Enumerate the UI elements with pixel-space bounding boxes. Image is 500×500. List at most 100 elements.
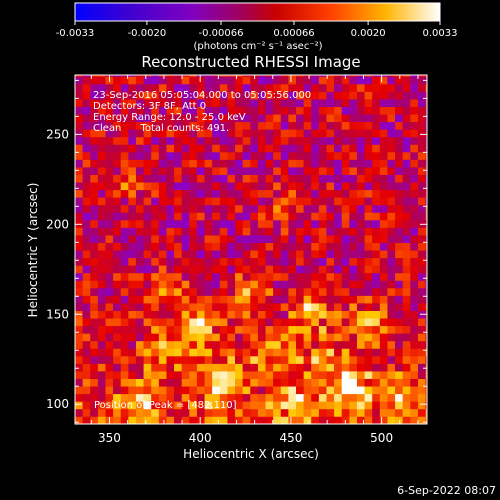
heatmap-cell	[425, 371, 427, 379]
heatmap-cell	[311, 204, 320, 213]
heatmap-cell	[196, 408, 205, 417]
heatmap-cell	[75, 265, 83, 274]
heatmap-cell	[410, 272, 419, 281]
heatmap-cell	[395, 167, 403, 175]
heatmap-cell	[387, 378, 396, 387]
heatmap-cell	[242, 303, 251, 311]
heatmap-cell	[128, 393, 137, 402]
heatmap-cell	[273, 250, 282, 259]
heatmap-cell	[242, 348, 251, 357]
heatmap-cell	[395, 318, 403, 327]
heatmap-cell	[82, 114, 91, 123]
heatmap-cell	[273, 152, 282, 160]
heatmap-cell	[349, 197, 358, 206]
heatmap-cell	[196, 197, 205, 206]
heatmap-cell	[174, 197, 182, 206]
heatmap-cell	[288, 114, 297, 123]
heatmap-cell	[204, 129, 213, 138]
heatmap-cell	[120, 378, 129, 387]
heatmap-cell	[395, 295, 403, 304]
heatmap-cell	[341, 129, 350, 138]
heatmap-cell	[128, 257, 137, 266]
heatmap-cell	[135, 386, 144, 395]
heatmap-cell	[242, 121, 251, 130]
heatmap-cell	[341, 371, 350, 379]
heatmap-cell	[120, 204, 129, 213]
heatmap-cell	[372, 121, 381, 130]
heatmap-cell	[326, 99, 335, 107]
heatmap-cell	[90, 197, 99, 206]
heatmap-cell	[334, 121, 343, 130]
heatmap-cell	[402, 325, 411, 334]
heatmap-cell	[82, 129, 91, 138]
heatmap-cell	[212, 212, 221, 221]
heatmap-cell	[204, 121, 213, 130]
heatmap-cell	[113, 393, 122, 402]
heatmap-cell	[402, 318, 411, 327]
heatmap-cell	[379, 363, 388, 372]
heatmap-cell	[364, 182, 373, 191]
heatmap-cell	[425, 121, 427, 130]
heatmap-cell	[166, 114, 175, 123]
heatmap-cell	[387, 257, 396, 266]
heatmap-cell	[280, 212, 289, 221]
heatmap-cell	[212, 99, 221, 107]
heatmap-cell	[280, 197, 289, 206]
heatmap-cell	[318, 340, 327, 349]
heatmap-cell	[410, 144, 419, 153]
heatmap-cell	[425, 318, 427, 327]
heatmap-cell	[143, 393, 152, 402]
heatmap-cell	[402, 333, 411, 342]
heatmap-cell	[257, 333, 266, 342]
heatmap-cell	[174, 333, 182, 342]
heatmap-cell	[151, 303, 160, 311]
heatmap-cell	[280, 227, 289, 236]
heatmap-cell	[113, 189, 122, 198]
heatmap-cell	[296, 363, 304, 372]
heatmap-cell	[166, 75, 175, 77]
heatmap-cell	[425, 114, 427, 123]
heatmap-cell	[395, 408, 403, 417]
heatmap-cell	[387, 333, 396, 342]
heatmap-cell	[280, 340, 289, 349]
heatmap-cell	[181, 242, 190, 251]
heatmap-cell	[402, 310, 411, 319]
heatmap-cell	[212, 204, 221, 213]
heatmap-cell	[387, 99, 396, 107]
heatmap-cell	[135, 106, 144, 115]
heatmap-cell	[417, 204, 426, 213]
heatmap-cell	[219, 167, 228, 175]
heatmap-cell	[257, 204, 266, 213]
heatmap-cell	[212, 106, 221, 115]
heatmap-cell	[410, 76, 419, 85]
heatmap-cell	[311, 144, 320, 153]
heatmap-cell	[82, 265, 91, 274]
heatmap-cell	[120, 174, 129, 183]
heatmap-cell	[105, 340, 114, 349]
heatmap-cell	[318, 75, 327, 77]
heatmap-cell	[303, 182, 312, 191]
heatmap-cell	[257, 288, 266, 296]
heatmap-cell	[250, 408, 259, 417]
heatmap-cell	[120, 220, 129, 228]
heatmap-cell	[334, 356, 343, 364]
heatmap-cell	[303, 348, 312, 357]
heatmap-cell	[82, 371, 91, 379]
heatmap-cell	[410, 197, 419, 206]
heatmap-cell	[425, 288, 427, 296]
heatmap-cell	[135, 393, 144, 402]
heatmap-cell	[166, 189, 175, 198]
heatmap-cell	[196, 310, 205, 319]
heatmap-cell	[379, 76, 388, 85]
heatmap-cell	[311, 189, 320, 198]
heatmap-cell	[341, 250, 350, 259]
heatmap-cell	[387, 265, 396, 274]
heatmap-cell	[97, 167, 106, 175]
heatmap-cell	[402, 76, 411, 85]
heatmap-cell	[356, 393, 365, 402]
x-axis-label: Heliocentric X (arcsec)	[183, 447, 319, 461]
heatmap-cell	[181, 121, 190, 130]
heatmap-cell	[120, 386, 129, 395]
heatmap-cell	[143, 114, 152, 123]
heatmap-cell	[174, 189, 182, 198]
